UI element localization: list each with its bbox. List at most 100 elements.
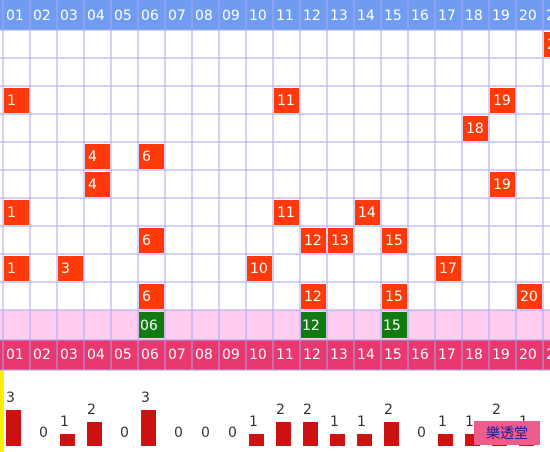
- number-label: 3: [61, 261, 70, 277]
- count-label: 2: [303, 402, 312, 418]
- number-cell: [382, 228, 407, 253]
- number-cell: [139, 144, 164, 169]
- column-label: 21: [546, 8, 550, 24]
- count-label: 1: [60, 414, 69, 430]
- column-label: 10: [249, 8, 267, 24]
- count-label: 0: [228, 425, 237, 441]
- number-cell: [58, 256, 83, 281]
- number-cell: [517, 284, 542, 309]
- column-label: 04: [87, 8, 105, 24]
- count-label: 0: [201, 425, 210, 441]
- column-label: 06: [141, 8, 159, 24]
- column-label: 01: [6, 8, 24, 24]
- number-label: 1: [7, 261, 16, 277]
- column-label: 09: [222, 8, 240, 24]
- number-cell: [544, 32, 550, 57]
- number-label: 10: [250, 261, 268, 277]
- column-label: 17: [438, 8, 456, 24]
- column-label: 07: [168, 8, 186, 24]
- number-cell: [463, 116, 488, 141]
- column-label: 11: [276, 8, 294, 24]
- header-bg: [0, 0, 550, 30]
- number-cell: [85, 144, 110, 169]
- number-cell: [274, 200, 299, 225]
- column-label: 10: [249, 347, 267, 363]
- column-label: 21: [546, 347, 550, 363]
- number-cell: [301, 228, 326, 253]
- count-bar: [87, 422, 102, 446]
- number-cell: [85, 172, 110, 197]
- column-label: 08: [195, 8, 213, 24]
- number-label: 12: [304, 289, 322, 305]
- number-label: 19: [493, 177, 511, 193]
- column-label: 16: [411, 8, 429, 24]
- column-label: 02: [33, 8, 51, 24]
- column-label: 11: [276, 347, 294, 363]
- highlight-cell: [139, 312, 164, 338]
- column-label: 06: [141, 347, 159, 363]
- watermark-bg: [474, 421, 540, 445]
- column-label: 16: [411, 347, 429, 363]
- number-cell: [382, 284, 407, 309]
- count-bar: [357, 434, 372, 446]
- column-label: 19: [492, 8, 510, 24]
- count-label: 0: [39, 425, 48, 441]
- column-label: 03: [60, 347, 78, 363]
- number-label: 6: [142, 233, 151, 249]
- column-label: 08: [195, 347, 213, 363]
- column-label: 17: [438, 347, 456, 363]
- number-cell: [274, 88, 299, 113]
- number-label: 6: [142, 289, 151, 305]
- column-label: 13: [330, 347, 348, 363]
- number-label: 17: [439, 261, 457, 277]
- column-label: 12: [303, 8, 321, 24]
- column-label: 07: [168, 347, 186, 363]
- count-bar: [303, 422, 318, 446]
- number-label: 15: [385, 233, 403, 249]
- footer-bg: [0, 340, 550, 370]
- number-label: 11: [277, 93, 295, 109]
- count-label: 0: [174, 425, 183, 441]
- number-cell: [490, 172, 515, 197]
- number-cell: [4, 88, 29, 113]
- column-label: 19: [492, 347, 510, 363]
- number-cell: [490, 88, 515, 113]
- number-cell: [139, 228, 164, 253]
- number-cell: [139, 284, 164, 309]
- column-label: 05: [114, 8, 132, 24]
- number-cell: [436, 256, 461, 281]
- highlight-cell: [301, 312, 326, 338]
- count-label: 1: [249, 414, 258, 430]
- count-bar: [141, 410, 156, 446]
- column-label: 18: [465, 8, 483, 24]
- count-label: 3: [141, 390, 150, 406]
- count-bar: [438, 434, 453, 446]
- count-bar: [249, 434, 264, 446]
- count-label: 1: [357, 414, 366, 430]
- column-label: 15: [384, 8, 402, 24]
- number-label: 15: [385, 289, 403, 305]
- number-cell: [328, 228, 353, 253]
- number-cell: [301, 284, 326, 309]
- column-label: 20: [519, 8, 537, 24]
- count-label: 1: [438, 414, 447, 430]
- count-bar: [6, 410, 21, 446]
- number-label: 1: [7, 93, 16, 109]
- number-label: 14: [358, 205, 376, 221]
- number-label: 11: [277, 205, 295, 221]
- highlight-row-bg: [0, 310, 550, 340]
- number-label: 20: [520, 289, 538, 305]
- column-label: 04: [87, 347, 105, 363]
- count-label: 0: [120, 425, 129, 441]
- count-label: 2: [492, 402, 501, 418]
- column-label: 09: [222, 347, 240, 363]
- number-label: 13: [331, 233, 349, 249]
- highlight-label: 15: [383, 318, 401, 334]
- highlight-cell: [382, 312, 407, 338]
- number-cell: [4, 256, 29, 281]
- column-label: 14: [357, 8, 375, 24]
- number-label: 19: [493, 93, 511, 109]
- count-bar: [330, 434, 345, 446]
- count-label: 0: [417, 425, 426, 441]
- count-label: 1: [465, 414, 474, 430]
